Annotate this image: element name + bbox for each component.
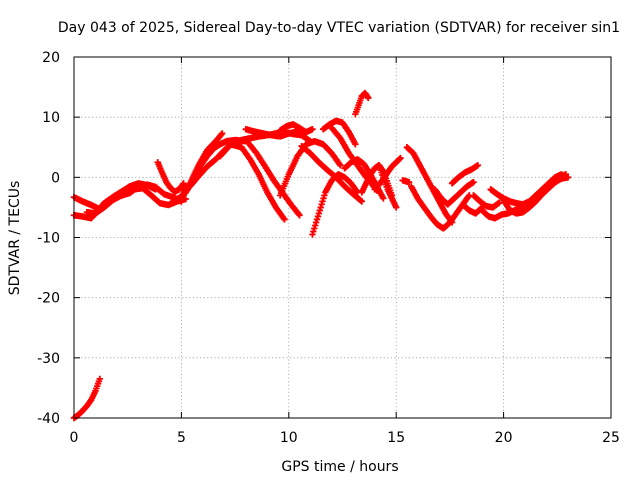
data-point (358, 198, 366, 205)
series-arc-24 (403, 144, 456, 226)
data-point (219, 130, 226, 137)
series-arc-17 (319, 117, 359, 148)
data-point (380, 195, 387, 202)
y-axis-label: SDTVAR / TECUs (7, 181, 23, 296)
y-tick-label: -30 (37, 351, 60, 367)
data-point (470, 178, 477, 186)
y-tick-label: -10 (37, 231, 60, 247)
series-arc-13 (277, 121, 316, 136)
data-marks (70, 89, 572, 422)
data-point (281, 216, 288, 223)
y-tick-label: -20 (37, 291, 60, 307)
data-point (309, 126, 316, 133)
data-point (496, 199, 503, 206)
data-point (218, 131, 225, 138)
series-arc-09 (216, 141, 288, 223)
y-tick-label: -40 (37, 411, 60, 427)
data-point (96, 375, 103, 383)
data-point (152, 186, 159, 193)
series-arc-23 (375, 162, 400, 211)
data-point (405, 178, 413, 186)
series-arc-14 (277, 138, 344, 199)
series-arc-26 (399, 177, 413, 186)
series-arc-12 (244, 139, 303, 219)
y-tick-label: 20 (42, 50, 60, 66)
x-axis-label: GPS time / hours (281, 459, 398, 475)
data-point (295, 210, 302, 218)
data-point (564, 174, 572, 181)
series-arc-29 (459, 201, 486, 217)
series-arc-19 (352, 89, 372, 118)
y-tick-label: 0 (51, 170, 60, 186)
series-arc-33 (470, 192, 503, 211)
series-arc-32 (500, 174, 572, 217)
series-arc-04 (83, 180, 159, 217)
data-point (296, 212, 303, 219)
data-point (393, 204, 400, 211)
data-point (474, 162, 482, 169)
plot-frame (73, 56, 612, 419)
series-arc-01 (70, 375, 103, 422)
x-tick-label: 20 (495, 430, 513, 446)
data-point (352, 141, 359, 148)
x-tick-label: 15 (387, 430, 405, 446)
x-tick-label: 5 (177, 430, 186, 446)
x-tick-label: 10 (280, 430, 298, 446)
data-point (337, 162, 344, 169)
chart-title: Day 043 of 2025, Sidereal Day-to-day VTE… (58, 20, 620, 36)
x-tick-label: 0 (70, 430, 79, 446)
series-arc-28 (448, 162, 482, 187)
x-tick-label: 25 (602, 430, 620, 446)
series-arc-27 (431, 178, 477, 208)
series-arc-16 (309, 171, 361, 238)
data-point (365, 94, 372, 102)
ticks: 0 5 10 15 20 25 -40 -30 -20 -10 0 10 20 (37, 50, 620, 446)
series-arc-15 (298, 142, 366, 205)
y-tick-label: 10 (42, 110, 60, 126)
series-arc-22 (371, 154, 404, 193)
data-point (397, 154, 404, 162)
grid (74, 57, 611, 418)
